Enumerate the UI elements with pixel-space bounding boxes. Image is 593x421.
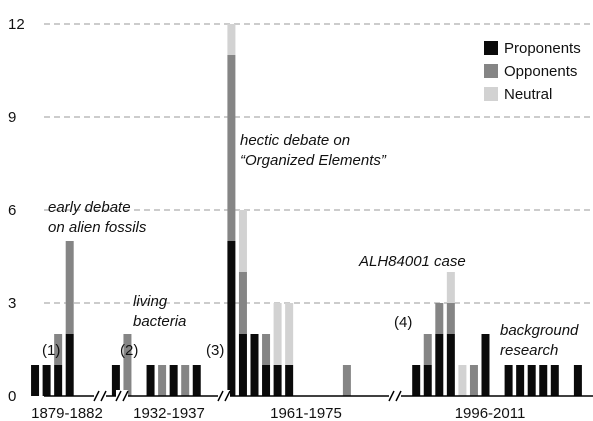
y-tick-label-6: 6 [8, 202, 16, 219]
bar-opponents-3 [65, 241, 74, 334]
bar-proponents-27 [446, 334, 455, 396]
bar-proponents-5 [111, 365, 120, 396]
bar-proponents-17 [273, 365, 282, 396]
bar-opponents-29 [469, 365, 478, 396]
bar-proponents-34 [539, 365, 548, 396]
bar-proponents-9 [169, 365, 178, 396]
bar-opponents-21 [342, 365, 351, 396]
case-markers: (1) (2) (3) (4) [42, 314, 412, 359]
y-tick-label-9: 9 [8, 109, 16, 126]
bar-proponents-33 [527, 365, 536, 396]
x-label-0: 1879-1882 [31, 405, 103, 421]
bar-proponents-31 [504, 365, 513, 396]
break-2 [115, 390, 129, 402]
x-label-2: 1961-1975 [270, 405, 342, 421]
bar-proponents-1 [42, 365, 51, 396]
y-tick-label-12: 12 [8, 16, 25, 33]
break-3 [217, 390, 231, 402]
legend-swatch-proponents [484, 41, 498, 55]
bar-proponents-0 [31, 365, 40, 396]
bar-opponents-14 [238, 272, 247, 334]
annotation-a3: hectic debate on “Organized Elements” [240, 132, 387, 169]
bar-opponents-10 [181, 365, 190, 396]
bar-opponents-8 [158, 365, 167, 396]
bar-proponents-2 [54, 365, 63, 396]
bar-opponents-26 [435, 303, 444, 334]
bar-proponents-7 [146, 365, 155, 396]
y-tick-label-3: 3 [8, 295, 16, 312]
bar-opponents-2 [54, 334, 63, 365]
bar-neutral-17 [273, 303, 282, 365]
x-label-1: 1932-1937 [133, 405, 205, 421]
bar-proponents-13 [227, 241, 236, 396]
legend: Proponents Opponents Neutral [480, 36, 590, 103]
bar-proponents-18 [285, 365, 294, 396]
bar-proponents-24 [412, 365, 421, 396]
marker-2: (2) [120, 342, 138, 359]
x-axis-labels: 1879-1882 1932-1937 1961-1975 1996-2011 [31, 405, 525, 421]
legend-label-opponents: Opponents [504, 63, 577, 80]
bar-neutral-27 [446, 272, 455, 303]
x-label-3: 1996-2011 [455, 405, 526, 421]
bar-proponents-15 [250, 334, 259, 396]
legend-swatch-neutral [484, 87, 498, 101]
bar-opponents-16 [262, 334, 271, 365]
y-tick-label-0: 0 [8, 388, 16, 405]
bar-opponents-13 [227, 55, 236, 241]
annotation-a5: background research [500, 322, 579, 359]
bar-proponents-16 [262, 365, 271, 396]
bar-proponents-30 [481, 334, 490, 396]
marker-3: (3) [206, 342, 224, 359]
annotation-a2: living bacteria [133, 293, 186, 330]
bar-neutral-28 [458, 365, 467, 396]
marker-4: (4) [394, 314, 412, 331]
bar-proponents-25 [423, 365, 432, 396]
bar-neutral-13 [227, 24, 236, 55]
bar-neutral-14 [238, 210, 247, 272]
bar-proponents-36 [573, 365, 582, 396]
legend-label-neutral: Neutral [504, 86, 552, 103]
break-4 [388, 390, 402, 402]
bar-proponents-35 [550, 365, 559, 396]
axis-break-marks [93, 390, 402, 402]
legend-label-proponents: Proponents [504, 40, 581, 57]
bar-proponents-14 [238, 334, 247, 396]
bar-proponents-32 [516, 365, 525, 396]
bar-proponents-3 [65, 334, 74, 396]
bar-proponents-26 [435, 334, 444, 396]
y-axis-ticks: 0 3 6 9 12 [8, 16, 25, 405]
legend-swatch-opponents [484, 64, 498, 78]
bar-neutral-18 [285, 303, 294, 365]
bars [31, 24, 582, 396]
annotation-a4: ALH84001 case [358, 253, 466, 270]
annotation-a1: early debate on alien fossils [48, 199, 147, 236]
marker-1: (1) [42, 342, 60, 359]
gridlines [44, 23, 593, 304]
bar-opponents-27 [446, 303, 455, 334]
annotations: early debate on alien fossils living bacter… [48, 132, 579, 359]
bar-proponents-11 [192, 365, 201, 396]
bar-opponents-6 [123, 334, 132, 396]
break-1 [93, 390, 107, 402]
bar-opponents-25 [423, 334, 432, 365]
